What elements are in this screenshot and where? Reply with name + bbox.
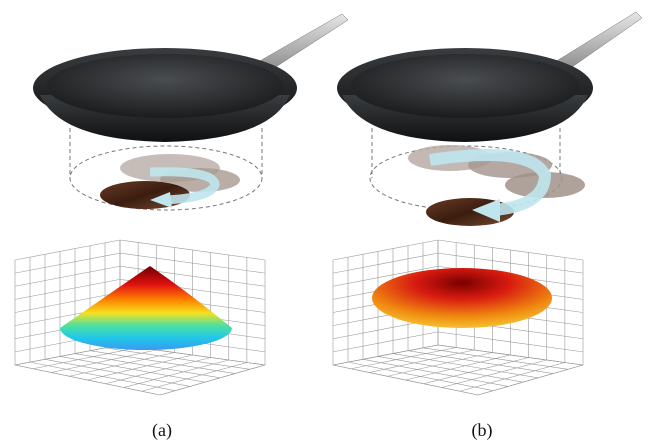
grid-line	[478, 365, 583, 395]
grid-line	[460, 363, 565, 392]
grid-line	[15, 365, 160, 395]
page: {"figure": {"panels": [{"label": "(a)"},…	[0, 0, 654, 446]
grid-line	[51, 350, 156, 373]
grid-line	[333, 365, 478, 395]
figure: (a) (b)	[0, 0, 654, 446]
grid-line	[15, 240, 120, 260]
grid-line	[142, 363, 247, 392]
grid-line	[33, 348, 138, 369]
grid-line	[15, 253, 120, 273]
temperature-surface-b	[372, 268, 552, 328]
panel-b-illustration	[337, 12, 642, 226]
panel-a-illustration	[33, 14, 348, 210]
grid-line	[15, 279, 120, 299]
grid-line	[387, 353, 492, 377]
grid-line	[15, 266, 120, 286]
grid-line	[369, 350, 474, 373]
temperature-surface-a	[60, 266, 232, 350]
grid-line	[160, 365, 265, 395]
grid-line	[69, 353, 174, 377]
grid-line	[333, 253, 438, 273]
panel-label: (b)	[472, 420, 493, 441]
grid-line	[351, 348, 456, 369]
grid-line	[333, 332, 438, 352]
grid-line	[333, 240, 438, 260]
panel-label: (a)	[152, 420, 172, 441]
